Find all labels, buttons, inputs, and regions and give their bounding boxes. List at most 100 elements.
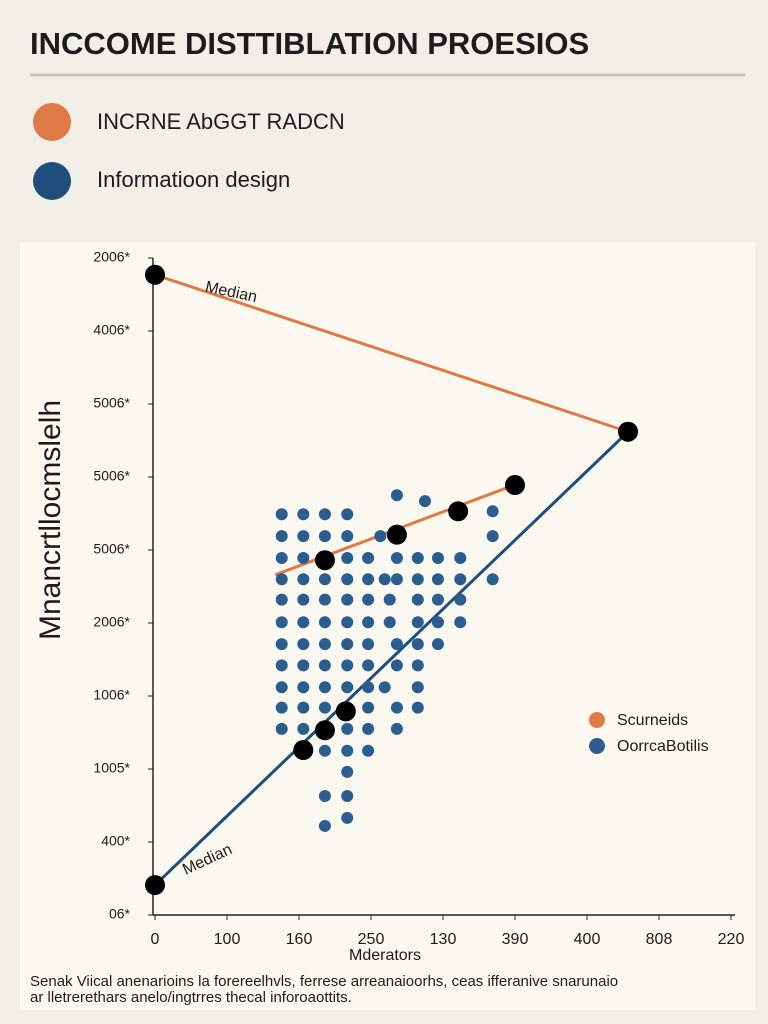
point <box>318 701 331 714</box>
point <box>297 552 310 565</box>
point <box>145 875 165 896</box>
x-tick-label: 160 <box>286 931 313 948</box>
point <box>297 616 310 629</box>
point <box>390 573 403 586</box>
footer-line: Senak Viical anenarioins la forereelhvls… <box>30 973 618 990</box>
point <box>378 681 391 694</box>
y-tick-label: 2006* <box>93 249 130 265</box>
point <box>275 530 288 543</box>
point <box>383 616 396 629</box>
point <box>341 552 354 565</box>
point <box>341 616 354 629</box>
point <box>378 573 391 586</box>
point <box>318 573 331 586</box>
point <box>297 573 310 586</box>
x-tick-label: 220 <box>718 931 745 948</box>
point <box>386 524 407 545</box>
legend-label: Scurneids <box>617 712 688 729</box>
point <box>318 744 331 757</box>
point <box>318 638 331 651</box>
header-key-label: INCRNE AbGGT RADCN <box>97 109 345 134</box>
title: INCCOME DISTTIBLATION PROESIOS <box>30 26 589 61</box>
x-tick-label: 400 <box>574 931 601 948</box>
point <box>341 530 354 543</box>
point <box>318 819 331 832</box>
point <box>275 701 288 714</box>
y-tick-label: 5006* <box>93 468 130 484</box>
point <box>454 552 467 565</box>
header-key-label: Informatioon design <box>97 167 290 192</box>
series-line <box>153 430 630 887</box>
legend-swatch <box>589 738 605 754</box>
point <box>390 722 403 735</box>
point <box>341 508 354 521</box>
point <box>318 790 331 803</box>
point <box>314 550 335 571</box>
point <box>318 530 331 543</box>
header-key-dot <box>33 103 71 141</box>
point <box>390 552 403 565</box>
point <box>314 720 335 741</box>
y-tick-label: 1006* <box>93 687 130 703</box>
point <box>362 722 375 735</box>
x-tick-label: 0 <box>151 931 160 948</box>
x-tick-label: 808 <box>646 931 673 948</box>
point <box>411 573 424 586</box>
point <box>341 638 354 651</box>
y-tick-label: 2006* <box>93 614 130 630</box>
point <box>297 638 310 651</box>
point <box>297 701 310 714</box>
point <box>362 701 375 714</box>
x-axis-label: Mderators <box>349 947 421 964</box>
point <box>362 659 375 672</box>
point <box>318 616 331 629</box>
point <box>318 681 331 694</box>
point <box>448 501 469 522</box>
point <box>390 489 403 502</box>
point <box>275 659 288 672</box>
point <box>362 638 375 651</box>
legend-label: OorrcaBotilis <box>617 738 709 755</box>
point <box>341 811 354 824</box>
y-tick-label: 5006* <box>93 395 130 411</box>
point <box>341 593 354 606</box>
point <box>431 616 444 629</box>
point <box>362 744 375 757</box>
y-axis-label: Mnancrtllocmslelh <box>34 400 67 640</box>
x-tick-label: 130 <box>430 931 457 948</box>
y-tick-label: 5006* <box>93 541 130 557</box>
point <box>341 573 354 586</box>
point <box>390 659 403 672</box>
point <box>411 659 424 672</box>
y-tick-label: 4006* <box>93 322 130 338</box>
point <box>275 508 288 521</box>
point <box>411 552 424 565</box>
point <box>341 744 354 757</box>
point <box>390 701 403 714</box>
point <box>318 659 331 672</box>
point <box>411 616 424 629</box>
point <box>275 552 288 565</box>
y-tick-label: 1005* <box>93 760 130 776</box>
x-tick-label: 100 <box>214 931 241 948</box>
point <box>341 765 354 778</box>
point <box>411 701 424 714</box>
x-tick-label: 390 <box>502 931 529 948</box>
point <box>374 530 387 543</box>
point <box>362 616 375 629</box>
point <box>297 722 310 735</box>
point <box>275 616 288 629</box>
point <box>341 681 354 694</box>
point <box>419 495 431 508</box>
point <box>431 638 444 651</box>
point <box>318 593 331 606</box>
point <box>297 530 310 543</box>
point <box>411 593 424 606</box>
point <box>486 530 499 543</box>
point <box>145 264 165 285</box>
point <box>275 681 288 694</box>
point <box>411 638 424 651</box>
point <box>486 505 499 518</box>
point <box>275 638 288 651</box>
point <box>318 508 331 521</box>
